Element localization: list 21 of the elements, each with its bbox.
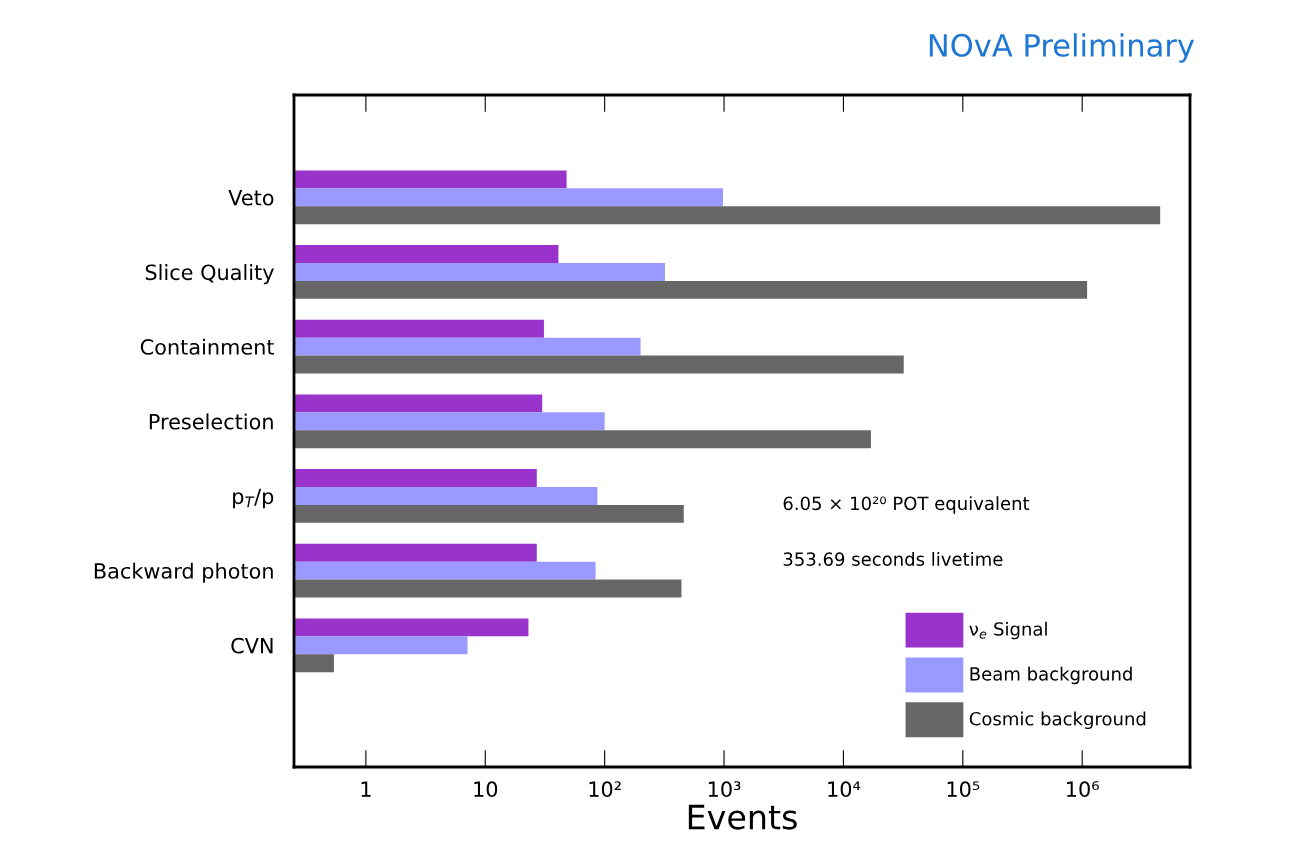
- x-tick-label: 1: [361, 781, 371, 797]
- y-tick-label: Backward photon: [94, 562, 273, 583]
- annotation: 6.05 × 10²⁰ POT equivalent: [783, 496, 1030, 514]
- chart-title: NOvA Preliminary: [929, 33, 1195, 63]
- legend-label: ν$_{e}$ Signal: [969, 621, 1047, 640]
- y-tick-label: Preselection: [149, 413, 273, 430]
- y-tick-label: Slice Quality: [145, 264, 274, 285]
- x-tick-label: 10: [474, 781, 498, 798]
- x-axis-title: Events: [688, 804, 797, 830]
- y-tick-label: Veto: [228, 190, 274, 206]
- y-tick-label: Containment: [140, 338, 275, 355]
- x-tick-label: 10⁶: [1067, 781, 1099, 798]
- y-tick-label: CVN: [231, 637, 273, 654]
- legend-label: Beam background: [970, 666, 1132, 685]
- annotation: 353.69 seconds livetime: [783, 551, 1003, 566]
- x-tick-label: 10⁵: [947, 781, 980, 798]
- y-tick-label: p$_{T}$/p: [233, 488, 274, 509]
- x-tick-label: 10³: [708, 781, 741, 798]
- legend-label: Cosmic background: [969, 711, 1146, 730]
- x-tick-label: 10⁴: [828, 781, 861, 798]
- x-tick-label: 10²: [589, 781, 621, 798]
